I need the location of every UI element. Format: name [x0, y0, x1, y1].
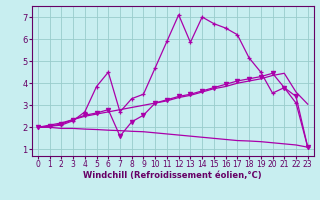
X-axis label: Windchill (Refroidissement éolien,°C): Windchill (Refroidissement éolien,°C): [84, 171, 262, 180]
